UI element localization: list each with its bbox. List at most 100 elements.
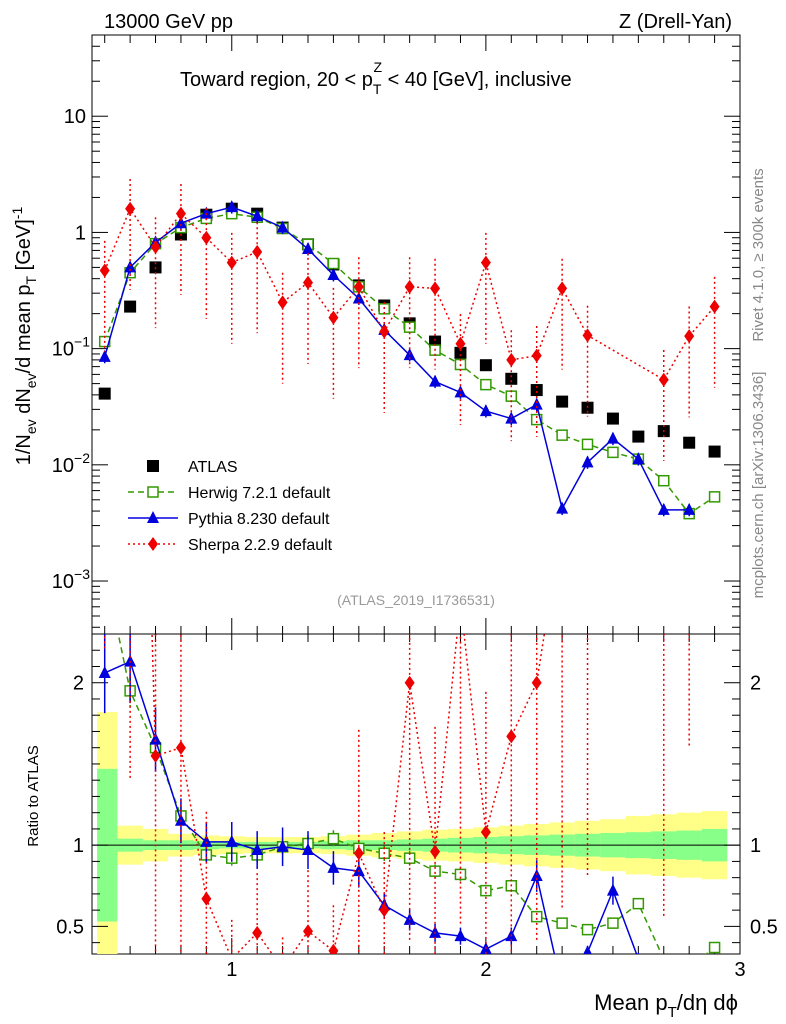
data-point — [225, 200, 238, 213]
ratio-point — [379, 903, 390, 918]
main-title: Toward region, 20 < pTZ < 40 [GeV], incl… — [180, 59, 572, 97]
ratio-point — [327, 860, 340, 873]
ratio-point — [454, 868, 467, 881]
ratio-panel-frame — [91, 633, 741, 955]
ratio-point — [606, 883, 619, 896]
ratio-point — [175, 740, 186, 755]
ratio-point — [583, 945, 592, 954]
data-point — [531, 348, 542, 363]
ratio-y-tick-label-right: 0.5 — [750, 916, 778, 938]
data-point — [98, 387, 111, 400]
ratio-series-pythia — [98, 634, 640, 954]
data-point — [607, 446, 619, 459]
data-point — [556, 501, 569, 514]
ratio-point — [252, 925, 263, 940]
data-point — [708, 445, 721, 458]
ratio-y-tick-label: 0.5 — [56, 916, 84, 938]
ratio-point — [201, 891, 212, 906]
data-point — [429, 374, 442, 387]
data-point — [505, 411, 518, 424]
ratio-point — [556, 917, 568, 929]
data-point — [200, 206, 213, 219]
analysis-id: (ATLAS_2019_I1736531) — [337, 592, 495, 608]
data-point — [684, 329, 695, 344]
ratio-point — [251, 843, 264, 856]
data-point — [327, 268, 340, 281]
legend-item: ATLAS — [147, 459, 238, 476]
ratio-point — [530, 869, 543, 882]
legend-label: ATLAS — [188, 459, 238, 476]
data-point — [480, 378, 492, 391]
data-point — [455, 336, 466, 351]
data-point — [328, 310, 339, 325]
data-point — [327, 257, 340, 270]
ratio-point — [581, 923, 594, 936]
data-point — [454, 385, 467, 398]
ratio-y-tick-label: 2 — [73, 673, 84, 695]
x-tick-label: 3 — [734, 959, 745, 981]
ratio-y-tick-label-right: 1 — [750, 835, 761, 857]
ratio-point — [225, 834, 238, 847]
ratio-point — [328, 943, 339, 954]
x-tick-label: 1 — [226, 959, 237, 981]
ratio-y-tick-label: 1 — [73, 835, 84, 857]
ratio-point — [276, 839, 289, 852]
data-point — [302, 241, 314, 254]
ratio-point — [480, 884, 492, 897]
y-tick-label: 10 — [64, 106, 86, 128]
data-point — [582, 328, 593, 343]
ratio-point — [708, 941, 721, 954]
data-point — [174, 216, 187, 229]
ratio-point — [430, 844, 441, 859]
x-tick-label: 2 — [480, 959, 491, 981]
data-point — [353, 279, 364, 294]
data-point — [226, 255, 237, 270]
data-point — [506, 352, 517, 367]
data-point — [606, 431, 619, 444]
data-point — [658, 474, 670, 487]
ratio-point — [303, 924, 313, 939]
legend-item: Herwig 7.2.1 default — [128, 485, 331, 502]
legend-item: Pythia 8.230 default — [128, 511, 330, 528]
legend-label: Sherpa 2.2.9 default — [188, 537, 333, 554]
ratio-series-sherpa — [103, 634, 690, 954]
ratio-uncertainty-band — [97, 711, 728, 954]
main-axis-ticks: 10−3 10−2 10−1 1 10 1 2 3 — [52, 34, 746, 981]
data-point — [658, 372, 669, 387]
ratio-axis-ticks: 0.5 0.5 1 1 2 2 — [56, 649, 778, 944]
ratio-point — [200, 834, 213, 847]
ratio-point — [327, 832, 340, 845]
data-point — [530, 397, 543, 410]
mcplots-label: mcplots.cern.ch [arXiv:1306.3436] — [750, 372, 767, 599]
ratio-point — [404, 675, 415, 690]
legend-marker — [147, 460, 159, 472]
data-point — [657, 502, 670, 515]
ratio-point — [531, 675, 542, 690]
data-point — [530, 384, 543, 397]
main-series — [98, 179, 721, 520]
ratio-point — [480, 825, 491, 840]
data-point — [125, 201, 136, 216]
data-point — [150, 239, 161, 254]
data-point — [430, 281, 441, 296]
ratio-series-herwig — [117, 634, 721, 954]
data-point — [581, 438, 594, 451]
data-point — [683, 436, 696, 449]
data-point — [379, 324, 390, 339]
data-point — [98, 349, 111, 362]
data-point — [708, 491, 721, 503]
data-point — [252, 244, 263, 259]
legend-label: Herwig 7.2.1 default — [188, 485, 331, 502]
data-point — [479, 404, 492, 417]
y-tick-label: 10−3 — [52, 566, 90, 593]
y-tick-label: 10−2 — [52, 450, 90, 477]
data-point — [124, 260, 137, 273]
ratio-point — [98, 665, 111, 678]
ratio-series — [98, 634, 721, 954]
ratio-point — [150, 748, 161, 763]
data-point — [251, 209, 264, 222]
data-point — [606, 412, 619, 425]
ratio-point — [632, 897, 645, 910]
data-point — [99, 263, 110, 278]
